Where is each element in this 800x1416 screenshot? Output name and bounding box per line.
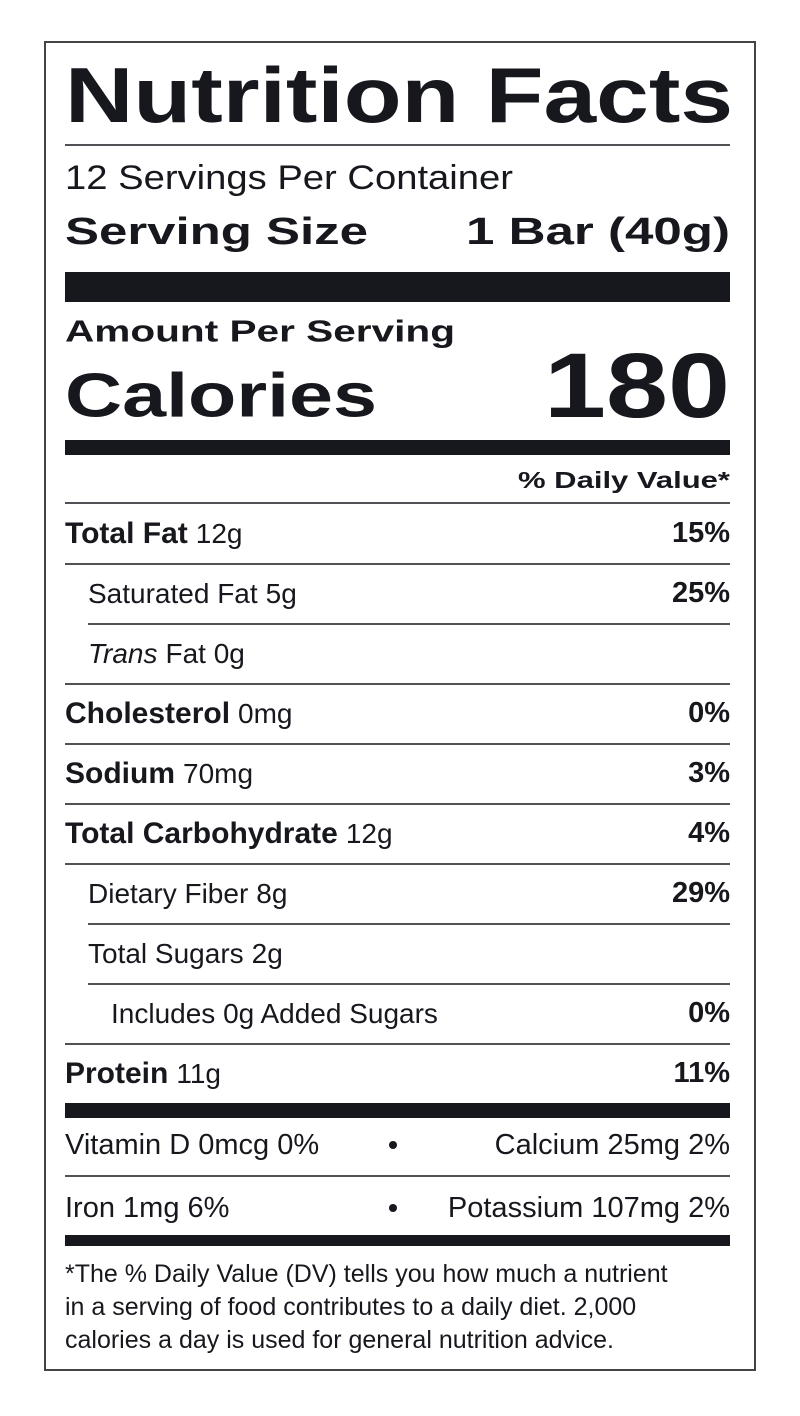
footnote-line: calories a day is used for general nutri… (65, 1326, 614, 1354)
daily-value-header: % Daily Value* (518, 467, 730, 493)
footnote-line: in a serving of food contributes to a da… (65, 1293, 636, 1321)
daily-value: 4% (688, 817, 730, 849)
nutrient-name: Dietary Fiber (88, 878, 248, 909)
nutrient-row: Total Fat 12g (65, 517, 243, 550)
daily-value: 15% (672, 517, 730, 549)
nutrient-amount: 5g (266, 578, 297, 609)
micronutrient: Potassium 107mg 2% (448, 1192, 730, 1224)
nutrient-row: Trans Fat 0g (88, 638, 245, 669)
nutrient-name: Cholesterol (65, 697, 230, 730)
nutrient-row: Protein 11g (65, 1057, 221, 1090)
amount-per-serving: Amount Per Serving (65, 314, 455, 349)
nutrient-name: Sodium (65, 757, 175, 790)
daily-value: 29% (672, 877, 730, 909)
daily-value: 0% (688, 697, 730, 729)
thick-divider (65, 272, 730, 302)
nutrient-amount: 11g (176, 1058, 221, 1089)
servings: 12 Servings Per Container (65, 159, 513, 197)
nutrient-name: Saturated Fat (88, 578, 258, 609)
nutrient-amount: 2g (252, 938, 283, 969)
thick-divider (65, 1235, 730, 1246)
title: Nutrition Facts (65, 51, 733, 139)
nutrient-name: Total Fat (65, 517, 188, 550)
nutrient-row: Sodium 70mg (65, 757, 253, 790)
footnote-line: *The % Daily Value (DV) tells you how mu… (65, 1260, 668, 1288)
bullet (389, 1204, 397, 1212)
micronutrient: Calcium 25mg 2% (495, 1129, 730, 1161)
daily-value: 0% (688, 997, 730, 1029)
nutrient-row: Saturated Fat 5g (88, 578, 297, 609)
nutrient-row: Dietary Fiber 8g (88, 878, 287, 909)
nutrient-name: Total Sugars (88, 938, 244, 969)
nutrient-amount: 12g (346, 818, 393, 849)
label-border (44, 41, 756, 1371)
calories-value: 180 (544, 335, 730, 437)
daily-value: 3% (688, 757, 730, 789)
daily-value: 25% (672, 577, 730, 609)
nutrient-row: Includes 0g Added Sugars (111, 998, 438, 1029)
nutrient-name: Total Carbohydrate (65, 817, 338, 850)
nutrient-amount: 12g (196, 518, 243, 549)
nutrient-name: Trans (88, 638, 158, 669)
nutrient-amount: 70mg (183, 758, 253, 789)
daily-value: 11% (674, 1057, 731, 1089)
bullet (389, 1141, 397, 1149)
nutrient-amount: 8g (256, 878, 287, 909)
nutrient-amount: 0mg (238, 698, 292, 729)
thick-divider (65, 1103, 730, 1118)
nutrient-row: Total Sugars 2g (88, 938, 283, 969)
micronutrient: Iron 1mg 6% (65, 1192, 229, 1224)
serving-size-value: 1 Bar (40g) (466, 211, 730, 253)
serving-size-label: Serving Size (65, 211, 368, 253)
nutrient-row: Total Carbohydrate 12g (65, 817, 393, 850)
calories-label: Calories (65, 362, 377, 431)
nutrient-amount: Fat 0g (166, 638, 245, 669)
nutrient-row: Cholesterol 0mg (65, 697, 293, 730)
nutrient-name: Protein (65, 1057, 168, 1090)
micronutrient: Vitamin D 0mcg 0% (65, 1129, 319, 1161)
nutrient-name: Includes 0g Added Sugars (111, 998, 438, 1029)
thick-divider (65, 440, 730, 455)
